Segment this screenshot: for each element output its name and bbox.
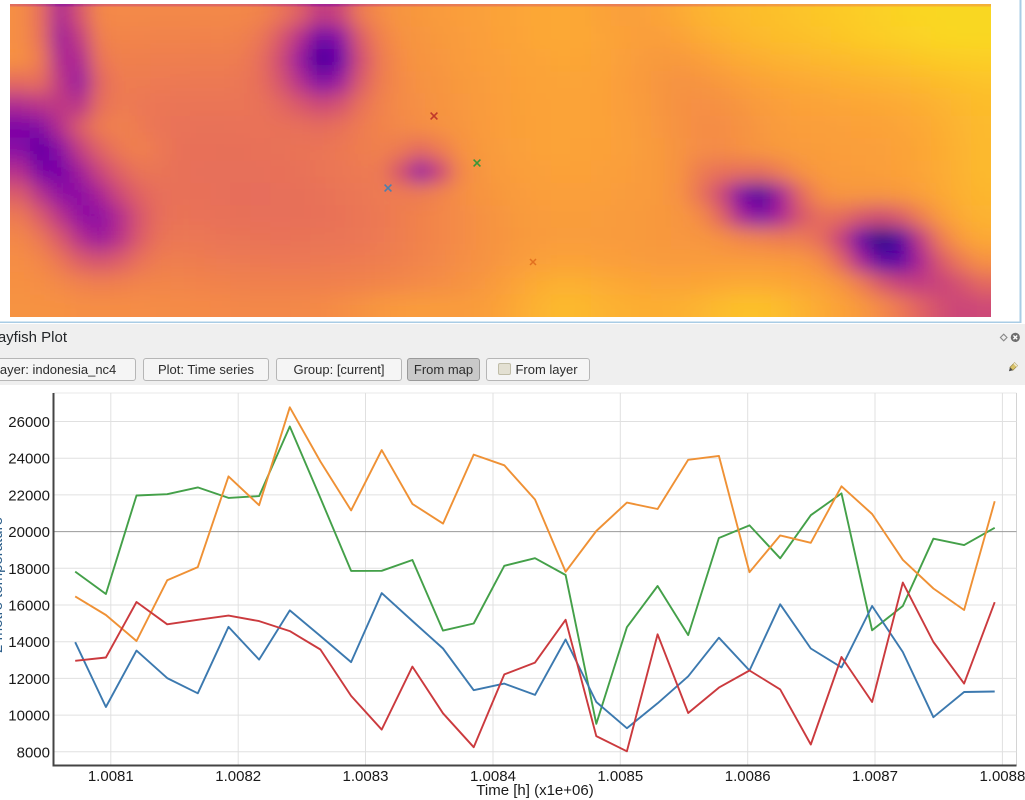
svg-text:8000: 8000 [17, 744, 50, 761]
svg-text:26000: 26000 [8, 414, 50, 431]
svg-text:14000: 14000 [8, 634, 50, 651]
svg-text:10000: 10000 [8, 708, 50, 725]
svg-text:1.0088: 1.0088 [979, 768, 1025, 785]
svg-text:2 metre temperature: 2 metre temperature [0, 517, 6, 653]
svg-text:1.0086: 1.0086 [725, 768, 771, 785]
svg-text:Time [h] (x1e+06): Time [h] (x1e+06) [476, 782, 593, 799]
svg-text:16000: 16000 [8, 598, 50, 615]
svg-text:1.0084: 1.0084 [470, 768, 516, 785]
svg-text:1.0087: 1.0087 [852, 768, 898, 785]
svg-text:12000: 12000 [8, 671, 50, 688]
svg-text:18000: 18000 [8, 561, 50, 578]
svg-text:20000: 20000 [8, 524, 50, 541]
svg-text:1.0082: 1.0082 [215, 768, 261, 785]
svg-text:1.0085: 1.0085 [597, 768, 643, 785]
svg-text:1.0081: 1.0081 [88, 768, 134, 785]
svg-text:22000: 22000 [8, 487, 50, 504]
svg-text:1.0083: 1.0083 [343, 768, 389, 785]
svg-text:24000: 24000 [8, 451, 50, 468]
